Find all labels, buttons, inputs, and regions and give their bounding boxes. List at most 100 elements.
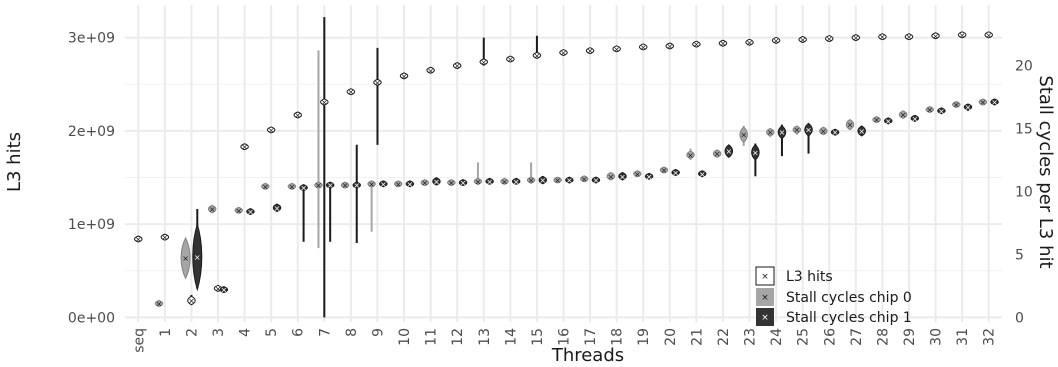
mean-marker: × — [767, 128, 774, 137]
x-tick-label: 14 — [503, 328, 519, 346]
x-tick-label: 28 — [875, 328, 891, 346]
mean-marker: × — [241, 143, 248, 152]
legend-marker-icon: × — [761, 293, 769, 303]
y2-tick-label: 10 — [1015, 184, 1033, 200]
mean-marker: × — [368, 180, 375, 189]
mean-marker: × — [421, 179, 428, 188]
x-tick-label: 13 — [477, 328, 493, 346]
mean-marker: × — [980, 98, 987, 107]
mean-marker: × — [873, 116, 880, 125]
mean-marker: × — [714, 150, 721, 159]
x-tick-label: 3 — [211, 328, 227, 337]
y-tick-label: 1e+09 — [68, 217, 115, 233]
x-tick-label: 5 — [264, 328, 280, 337]
y2-tick-label: 5 — [1015, 247, 1024, 263]
mean-marker: × — [539, 176, 546, 185]
mean-marker: × — [746, 38, 753, 47]
legend-marker-icon: × — [761, 313, 769, 323]
legend-label-l3-hits: L3 hits — [786, 269, 833, 285]
mean-marker: × — [725, 147, 732, 156]
mean-marker: × — [959, 31, 966, 40]
mean-marker: × — [773, 36, 780, 45]
mean-marker: × — [720, 39, 727, 48]
x-tick-label: 1 — [158, 328, 174, 337]
mean-marker: × — [448, 179, 455, 188]
x-tick-label: 2 — [184, 328, 200, 337]
mean-marker: × — [699, 170, 706, 179]
mean-marker: × — [820, 127, 827, 136]
x-tick-label: 21 — [689, 328, 705, 346]
mean-marker: × — [607, 172, 614, 181]
mean-marker: × — [513, 177, 520, 186]
x-tick-label: 7 — [317, 328, 333, 337]
mean-marker: × — [407, 180, 414, 189]
mean-marker: × — [294, 111, 301, 120]
y-tick-label: 2e+09 — [68, 124, 115, 140]
mean-marker: × — [826, 35, 833, 44]
mean-marker: × — [353, 181, 360, 190]
mean-marker: × — [911, 114, 918, 123]
x-tick-label: 9 — [370, 328, 386, 337]
mean-marker: × — [135, 235, 142, 244]
x-tick-label: 22 — [716, 328, 732, 346]
mean-marker: × — [832, 128, 839, 137]
mean-marker: × — [380, 180, 387, 189]
x-tick-label: 11 — [424, 328, 440, 346]
x-tick-label: 17 — [583, 328, 599, 346]
x-tick-label: 30 — [929, 328, 945, 346]
mean-marker: × — [348, 88, 355, 97]
mean-marker: × — [991, 98, 998, 107]
y-tick-label: 0e+00 — [68, 310, 115, 326]
mean-marker: × — [262, 182, 269, 191]
mean-marker: × — [646, 172, 653, 181]
mean-marker: × — [209, 205, 216, 214]
mean-marker: × — [634, 170, 641, 179]
legend-marker-icon: × — [761, 272, 769, 282]
mean-marker: × — [534, 51, 541, 60]
x-tick-label: seq — [131, 328, 147, 353]
mean-marker: × — [847, 121, 854, 130]
mean-marker: × — [315, 181, 322, 190]
mean-marker: × — [554, 176, 561, 185]
x-tick-label: 10 — [397, 328, 413, 346]
mean-marker: × — [374, 78, 381, 87]
y-axis-left-title: L3 hits — [4, 132, 25, 192]
x-tick-label: 19 — [636, 328, 652, 346]
mean-marker: × — [247, 208, 254, 217]
mean-marker: × — [799, 35, 806, 44]
mean-marker: × — [932, 32, 939, 41]
x-tick-label: 32 — [982, 328, 998, 346]
mean-marker: × — [752, 148, 759, 157]
y-axis-right-title: Stall cycles per L3 hit — [1035, 75, 1056, 268]
mean-marker: × — [858, 127, 865, 136]
mean-marker: × — [640, 43, 647, 52]
mean-marker: × — [906, 33, 913, 42]
mean-marker: × — [454, 62, 461, 71]
x-tick-label: 24 — [769, 328, 785, 346]
y-tick-label: 3e+09 — [68, 31, 115, 47]
mean-marker: × — [953, 100, 960, 109]
mean-marker: × — [938, 107, 945, 116]
mean-marker: × — [566, 176, 573, 185]
mean-marker: × — [619, 172, 626, 181]
x-tick-label: 25 — [796, 328, 812, 346]
x-tick-label: 27 — [849, 328, 865, 346]
mean-marker: × — [480, 58, 487, 67]
legend-label-stall-chip1: Stall cycles chip 1 — [786, 310, 912, 326]
mean-marker: × — [486, 177, 493, 186]
mean-marker: × — [885, 117, 892, 126]
x-tick-label: 15 — [530, 328, 546, 346]
mean-marker: × — [395, 180, 402, 189]
mean-marker: × — [805, 126, 812, 135]
mean-marker: × — [433, 177, 440, 186]
mean-marker: × — [965, 103, 972, 112]
x-tick-label: 12 — [450, 328, 466, 346]
mean-marker: × — [900, 111, 907, 120]
x-tick-label: 31 — [955, 328, 971, 346]
mean-marker: × — [560, 49, 567, 58]
legend-label-stall-chip0: Stall cycles chip 0 — [786, 290, 912, 306]
y2-tick-label: 0 — [1015, 310, 1024, 326]
mean-marker: × — [581, 175, 588, 184]
mean-marker: × — [687, 151, 694, 160]
